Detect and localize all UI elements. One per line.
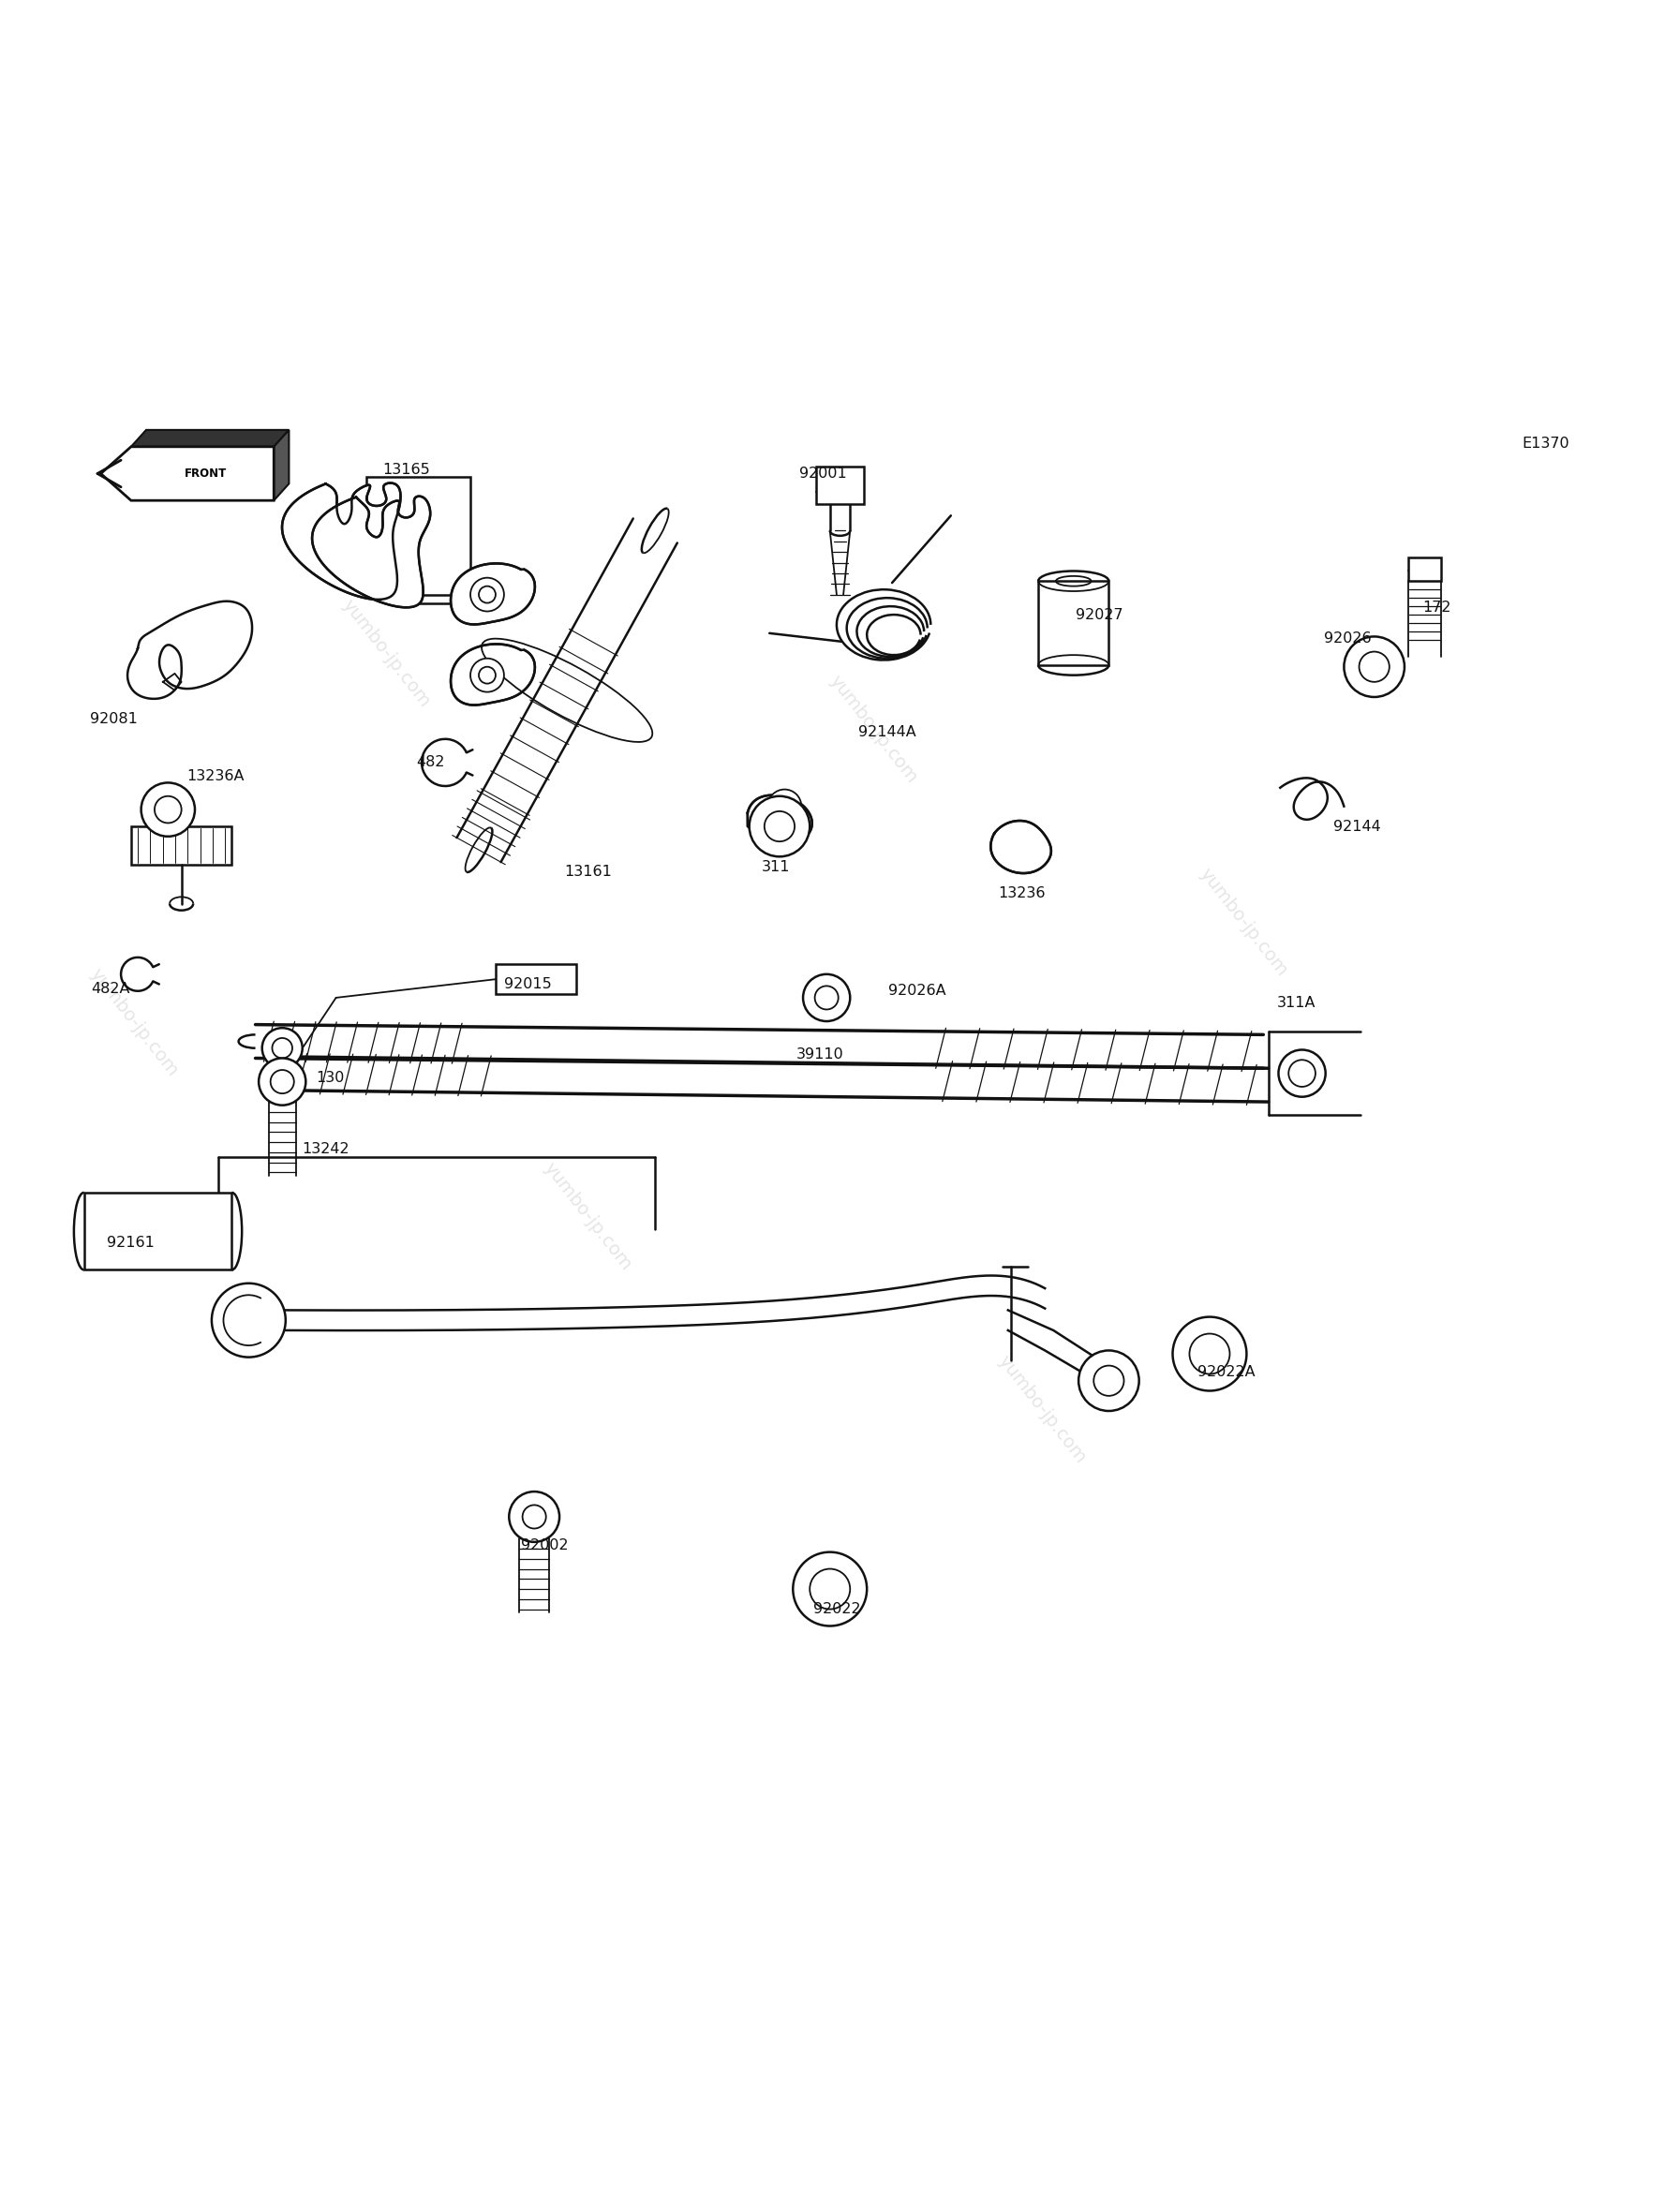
Bar: [496, 964, 576, 995]
Circle shape: [793, 1551, 867, 1626]
Text: FRONT: FRONT: [185, 468, 227, 479]
Text: E1370: E1370: [1522, 437, 1569, 450]
Text: 13236A: 13236A: [186, 769, 244, 782]
Circle shape: [470, 578, 504, 611]
Text: 130: 130: [316, 1072, 344, 1085]
Circle shape: [810, 1569, 850, 1608]
Text: 92161: 92161: [108, 1237, 155, 1250]
Text: 92144A: 92144A: [858, 725, 916, 740]
Text: 13161: 13161: [564, 866, 612, 879]
Circle shape: [803, 973, 850, 1022]
Text: 13236: 13236: [998, 888, 1045, 901]
Circle shape: [1079, 1351, 1139, 1410]
Circle shape: [479, 587, 496, 602]
Circle shape: [155, 795, 181, 824]
Circle shape: [768, 789, 801, 824]
Circle shape: [212, 1283, 286, 1358]
Text: 92015: 92015: [504, 978, 551, 991]
Circle shape: [1094, 1367, 1124, 1395]
Circle shape: [262, 1028, 302, 1068]
Text: yumbo-jp.com: yumbo-jp.com: [827, 672, 921, 787]
Circle shape: [764, 811, 795, 841]
Circle shape: [509, 1492, 559, 1542]
Text: yumbo-jp.com: yumbo-jp.com: [995, 1351, 1089, 1468]
Polygon shape: [991, 822, 1052, 872]
Polygon shape: [282, 483, 400, 600]
Polygon shape: [450, 562, 534, 624]
Circle shape: [1189, 1334, 1230, 1373]
Polygon shape: [274, 431, 289, 501]
Text: yumbo-jp.com: yumbo-jp.com: [541, 1158, 635, 1274]
Bar: [816, 468, 864, 503]
Circle shape: [272, 1037, 292, 1059]
Text: 92022A: 92022A: [1198, 1364, 1255, 1380]
Text: 92027: 92027: [1075, 609, 1122, 622]
Circle shape: [749, 795, 810, 857]
Text: 92026: 92026: [1324, 631, 1371, 646]
Text: 92001: 92001: [800, 466, 847, 481]
Polygon shape: [450, 644, 534, 705]
Circle shape: [1173, 1316, 1247, 1391]
Circle shape: [259, 1059, 306, 1105]
Text: 13242: 13242: [302, 1142, 349, 1156]
Bar: [84, 1193, 232, 1270]
Circle shape: [141, 782, 195, 837]
Text: 482: 482: [415, 756, 445, 769]
Circle shape: [1359, 653, 1389, 681]
Text: 482A: 482A: [91, 982, 131, 995]
Bar: [366, 477, 470, 595]
Polygon shape: [131, 431, 289, 446]
Text: yumbo-jp.com: yumbo-jp.com: [339, 595, 433, 710]
Bar: [1038, 582, 1109, 666]
Text: yumbo-jp.com: yumbo-jp.com: [87, 967, 181, 1081]
Circle shape: [1289, 1059, 1315, 1088]
Text: 92022: 92022: [813, 1602, 860, 1617]
Text: 13165: 13165: [383, 464, 430, 477]
Text: 92002: 92002: [521, 1538, 568, 1553]
Text: yumbo-jp.com: yumbo-jp.com: [1196, 866, 1290, 980]
Bar: [391, 481, 462, 602]
Polygon shape: [312, 497, 430, 606]
Text: 92144: 92144: [1334, 819, 1381, 833]
Polygon shape: [131, 826, 232, 866]
Circle shape: [1278, 1050, 1326, 1096]
Polygon shape: [101, 446, 274, 501]
Text: 311A: 311A: [1277, 995, 1315, 1011]
Bar: [1408, 558, 1441, 582]
Polygon shape: [748, 795, 811, 844]
Circle shape: [1344, 637, 1404, 696]
Text: 172: 172: [1421, 602, 1452, 615]
Text: 92081: 92081: [91, 712, 138, 725]
Text: 92026A: 92026A: [889, 984, 946, 997]
Circle shape: [815, 986, 838, 1008]
Circle shape: [270, 1070, 294, 1094]
Circle shape: [470, 659, 504, 692]
Circle shape: [522, 1505, 546, 1529]
Text: 39110: 39110: [796, 1048, 843, 1061]
Text: 311: 311: [761, 859, 791, 874]
Circle shape: [479, 666, 496, 683]
